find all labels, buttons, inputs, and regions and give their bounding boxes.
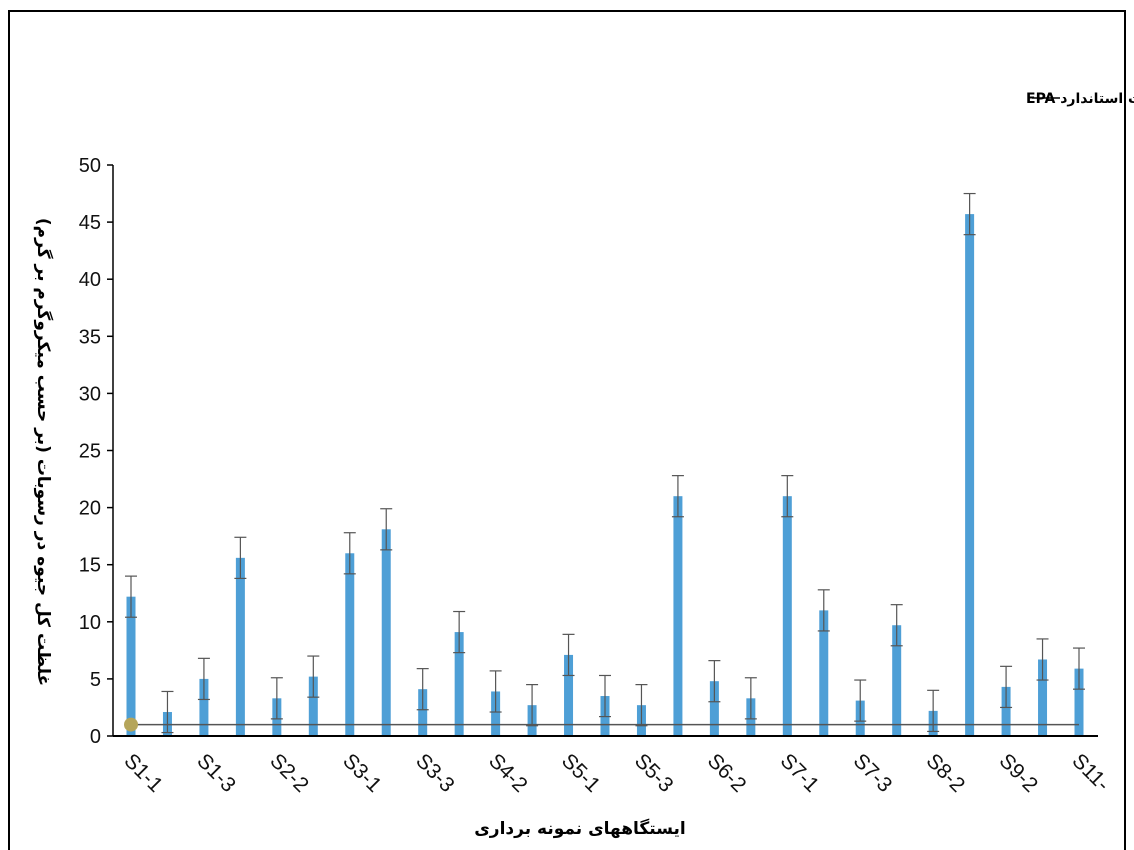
x-tick-label: S4-2: [484, 749, 532, 797]
bar: [126, 596, 136, 736]
legend: :خط زمینه ۱ میلی میکروگرم بر گرم، غلظت ا…: [1026, 90, 1134, 107]
bar: [235, 557, 245, 736]
y-tick-label: 40: [79, 269, 101, 291]
error-bars: [125, 192, 1085, 734]
bars: [126, 214, 1084, 736]
y-tick-label: 25: [79, 441, 101, 463]
bar: [491, 691, 501, 736]
x-tick-label: S6-2: [703, 749, 751, 797]
y-tick-label: 20: [79, 498, 101, 520]
y-axis-title: غلظت کل جیوه در رسوبات (بر حسب میکروگرم …: [33, 218, 54, 686]
bar: [1038, 659, 1048, 736]
chart-frame: [8, 10, 1126, 850]
bar: [418, 689, 428, 736]
x-tick-label: S3-3: [411, 749, 459, 797]
x-tick-label: S1-3: [192, 749, 240, 797]
bar: [564, 654, 574, 736]
x-axis-ticks: S1-1 S1-3 S2-2 S3-1 S3-3 S4-2 S5-1 S5-3 S6-2 S7-1…: [119, 749, 1114, 797]
x-tick-label: S7-1: [776, 749, 824, 797]
y-tick-label: 5: [90, 669, 101, 691]
bar: [892, 625, 902, 736]
x-axis-title: ایستگاههای نمونه برداری: [474, 818, 686, 839]
y-tick-label: 45: [79, 212, 101, 234]
baseline-marker: [124, 717, 138, 732]
y-tick-label: 15: [79, 555, 101, 577]
bar: [819, 610, 829, 736]
x-tick-label: S5-1: [557, 749, 605, 797]
bar: [199, 678, 209, 736]
x-tick-label: S5-3: [630, 749, 678, 797]
x-tick-label: S3-1: [338, 749, 386, 797]
legend-text: :خط زمینه ۱ میلی میکروگرم بر گرم، غلظت ا…: [1026, 90, 1134, 107]
bar: [782, 496, 792, 736]
bar: [709, 681, 719, 736]
y-axis-ticks: 0 5 10 15 20 25 30 35 40 45 50: [79, 155, 113, 748]
bar: [381, 529, 391, 736]
x-tick-label: S11-: [1067, 749, 1114, 796]
x-tick-label: S1-1: [119, 749, 167, 797]
x-tick-label: S8-2: [922, 749, 970, 797]
bar: [1001, 686, 1011, 736]
x-tick-label: S2-2: [265, 749, 313, 797]
x-tick-label: S9-2: [995, 749, 1043, 797]
y-tick-label: 30: [79, 383, 101, 405]
bar: [1074, 668, 1084, 736]
y-tick-label: 35: [79, 326, 101, 348]
x-tick-label: S7-3: [849, 749, 897, 797]
y-tick-label: 50: [79, 155, 101, 177]
bar: [673, 496, 683, 736]
bar: [345, 553, 355, 736]
y-tick-label: 0: [90, 726, 101, 748]
bar: [308, 676, 318, 736]
bar: [965, 214, 975, 736]
bar: [454, 632, 464, 736]
y-tick-label: 10: [79, 612, 101, 634]
